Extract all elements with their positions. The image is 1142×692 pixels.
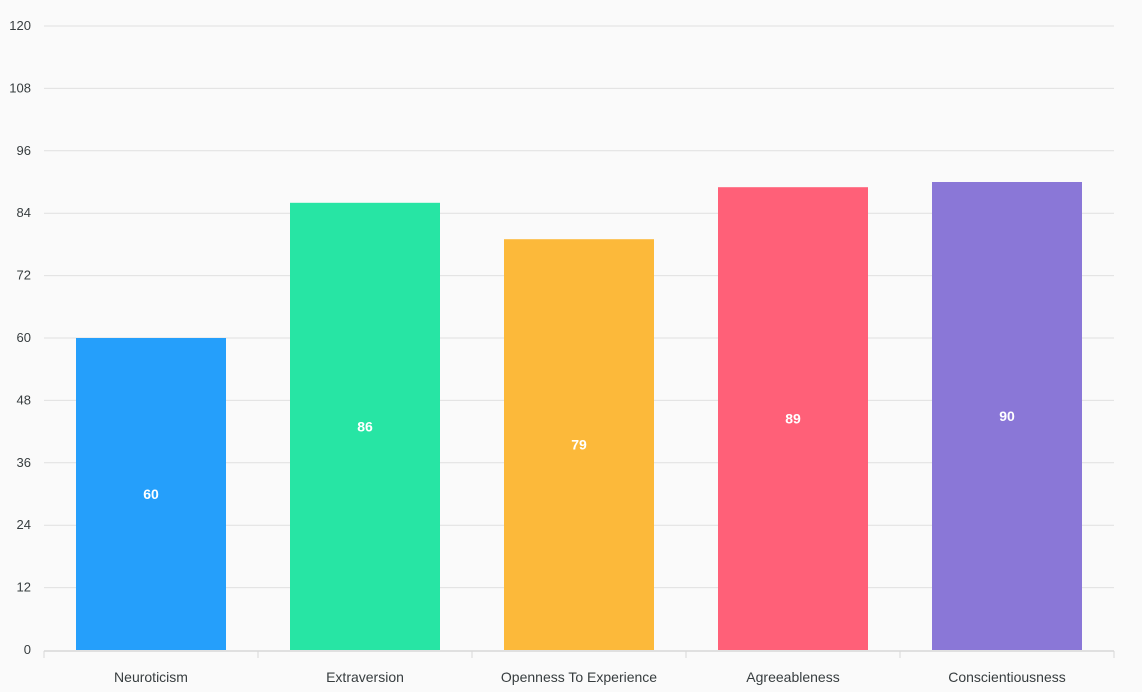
y-tick-label: 60 bbox=[17, 330, 31, 345]
data-labels: 60 86 79 89 90 bbox=[143, 408, 1015, 502]
x-category-label: Conscientiousness bbox=[948, 669, 1066, 685]
data-label: 60 bbox=[143, 486, 159, 502]
y-tick-label: 36 bbox=[17, 455, 31, 470]
y-tick-label: 84 bbox=[17, 205, 31, 220]
y-tick-label: 96 bbox=[17, 143, 31, 158]
data-label: 79 bbox=[571, 437, 587, 453]
bars bbox=[76, 182, 1082, 651]
data-label: 89 bbox=[785, 411, 801, 427]
x-category-label: Openness To Experience bbox=[501, 669, 657, 685]
x-category-label: Agreeableness bbox=[746, 669, 839, 685]
x-category-label: Extraversion bbox=[326, 669, 404, 685]
bar bbox=[76, 338, 226, 650]
x-axis-category-labels: Neuroticism Extraversion Openness To Exper… bbox=[114, 669, 1066, 685]
y-tick-label: 48 bbox=[17, 392, 31, 407]
bar bbox=[932, 182, 1082, 650]
y-tick-label: 0 bbox=[24, 642, 31, 657]
y-tick-label: 108 bbox=[9, 80, 31, 95]
x-axis bbox=[43, 650, 1115, 658]
bar bbox=[290, 202, 440, 651]
y-tick-label: 72 bbox=[17, 268, 31, 283]
x-category-label: Neuroticism bbox=[114, 669, 188, 685]
bar bbox=[718, 187, 868, 650]
y-axis-tick-labels: 0 12 24 36 48 60 72 84 96 108 120 bbox=[9, 18, 31, 657]
data-label: 90 bbox=[999, 408, 1015, 424]
bar bbox=[504, 239, 654, 650]
y-tick-label: 24 bbox=[17, 517, 31, 532]
y-tick-label: 120 bbox=[9, 18, 31, 33]
data-label: 86 bbox=[357, 418, 373, 434]
y-tick-label: 12 bbox=[17, 580, 31, 595]
